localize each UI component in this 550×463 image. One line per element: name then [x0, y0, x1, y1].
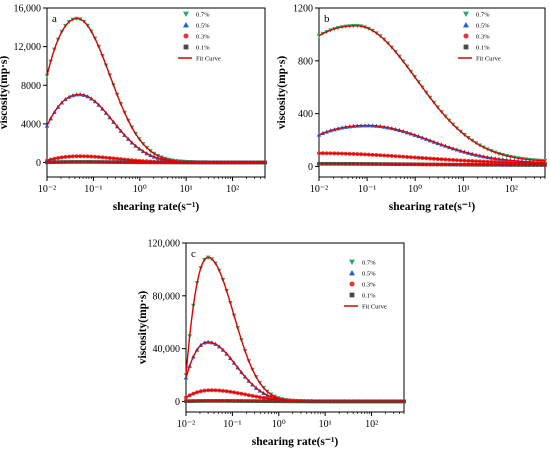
legend-label: 0.1%: [196, 45, 210, 52]
legend-label: 0.7%: [362, 260, 376, 267]
x-tick-label: 10⁰: [133, 184, 147, 195]
y-tick-label: 0: [36, 158, 41, 169]
fit-curve: [185, 341, 404, 403]
chart-panel-a: 10⁻² 10⁻¹ 10⁰ 10¹ 10² 0 4000 8000 12,000 16,000 sh…: [0, 4, 268, 213]
data-point: [45, 160, 49, 165]
x-tick-label: 10¹: [457, 184, 470, 195]
legend-marker: [349, 270, 355, 276]
legend-label: 0.3%: [196, 34, 210, 41]
x-tick-label: 10⁻²: [177, 419, 195, 430]
y-axis-label: viscosity(mp·s): [137, 291, 149, 365]
x-tick-label: 10⁻¹: [223, 419, 241, 430]
series-2: [44, 92, 268, 165]
y-tick-label: 0: [308, 162, 313, 173]
fit-curve: [46, 17, 265, 164]
y-tick-label: 1200: [293, 4, 313, 15]
x-tick-label: 10²: [365, 419, 378, 430]
x-tick-label: 10¹: [180, 184, 193, 195]
y-tick-label: 80,000: [153, 291, 181, 302]
panel-label: b: [324, 13, 330, 25]
legend-marker: [183, 11, 189, 17]
legend-marker: [183, 33, 189, 39]
legend: 0.7% 0.5% 0.3% 0.1% Fit Curve: [458, 12, 501, 63]
legend: 0.7% 0.5% 0.3% 0.1% Fit Curve: [344, 260, 387, 311]
x-tick-label: 10⁰: [272, 419, 286, 430]
x-tick-label: 10⁻²: [38, 184, 56, 195]
y-tick-label: 400: [298, 109, 313, 120]
x-tick-label: 10⁻²: [310, 184, 328, 195]
panel-label: c: [191, 248, 196, 260]
y-tick-label: 8000: [21, 81, 41, 92]
x-tick-label: 10²: [505, 184, 518, 195]
series-1: [44, 16, 268, 165]
y-tick-label: 4000: [21, 119, 41, 130]
legend-marker: [463, 11, 469, 17]
fit-curve: [318, 124, 546, 164]
legend-label: Fit Curve: [362, 304, 387, 311]
x-axis-label: shearing rate(s⁻¹): [113, 201, 200, 213]
legend-label: 0.7%: [476, 12, 490, 19]
legend-marker: [183, 22, 189, 28]
plot-frame: [185, 242, 405, 413]
panel-label: a: [52, 13, 57, 25]
plot-frame: [318, 7, 546, 178]
legend-label: 0.5%: [476, 23, 490, 30]
legend-label: 0.1%: [362, 293, 376, 300]
legend-marker: [349, 292, 355, 298]
y-axis-label: viscosity(mp·s): [276, 56, 288, 130]
x-tick-label: 10⁻¹: [358, 184, 376, 195]
fit-curve: [185, 400, 404, 403]
plot-frame: [46, 7, 266, 178]
x-tick-label: 10⁻¹: [84, 184, 102, 195]
legend-label: 0.1%: [476, 45, 490, 52]
x-tick-label: 10⁰: [408, 184, 422, 195]
y-tick-label: 120,000: [148, 239, 181, 250]
series-1: [183, 255, 407, 404]
x-tick-label: 10¹: [319, 419, 332, 430]
legend-marker: [349, 259, 355, 265]
x-axis-label: shearing rate(s⁻¹): [389, 201, 476, 213]
legend-label: Fit Curve: [196, 56, 221, 63]
x-axis-label: shearing rate(s⁻¹): [252, 436, 339, 448]
x-tick-label: 10²: [226, 184, 239, 195]
legend-marker: [183, 44, 189, 50]
data-point: [44, 73, 50, 78]
fit-curve: [185, 256, 404, 403]
fit-curve: [318, 152, 546, 165]
chart-panel-c: 10⁻² 10⁻¹ 10⁰ 10¹ 10² 0 40,000 80,000 120,000 she…: [137, 239, 407, 448]
legend-label: 0.5%: [196, 23, 210, 30]
legend-label: Fit Curve: [476, 56, 501, 63]
fit-curve: [318, 25, 546, 162]
chart-panel-b: 10⁻² 10⁻¹ 10⁰ 10¹ 10² 0 400 800 1200 shearing rat…: [276, 4, 548, 213]
fit-curve: [319, 163, 545, 166]
y-tick-label: 12,000: [14, 42, 42, 53]
y-tick-label: 800: [298, 56, 313, 67]
series-2: [183, 339, 407, 404]
legend: 0.7% 0.5% 0.3% 0.1% Fit Curve: [178, 12, 221, 63]
legend-marker: [463, 33, 469, 39]
y-tick-label: 16,000: [14, 4, 42, 15]
data-point: [184, 399, 188, 404]
y-tick-label: 0: [175, 397, 180, 408]
legend-label: 0.5%: [362, 271, 376, 278]
y-tick-label: 40,000: [153, 344, 181, 355]
legend-label: 0.3%: [476, 34, 490, 41]
legend-marker: [463, 22, 469, 28]
fit-curve: [46, 161, 265, 164]
legend-marker: [349, 281, 355, 287]
legend-label: 0.3%: [362, 282, 376, 289]
legend-label: 0.7%: [196, 12, 210, 19]
y-axis-label: viscosity(mp·s): [0, 56, 10, 130]
legend-marker: [463, 44, 469, 50]
